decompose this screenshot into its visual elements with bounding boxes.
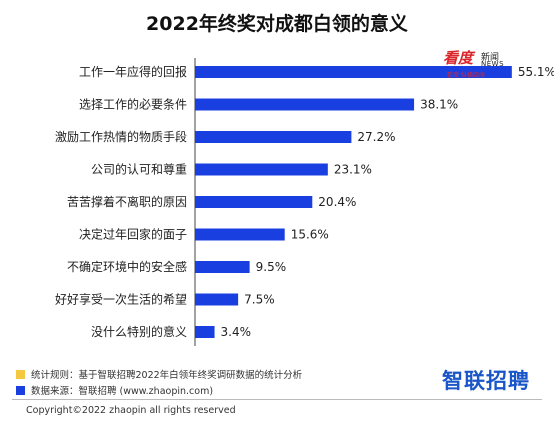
value-label: 38.1% [420, 98, 458, 112]
bar [195, 261, 250, 273]
bar [195, 293, 239, 306]
bar [195, 98, 415, 111]
category-label: 工作一年应得的回报 [79, 64, 187, 79]
value-label: 55.1% [518, 65, 554, 79]
watermark-main-text: 看度 [443, 49, 474, 67]
value-label: 20.4% [318, 195, 356, 209]
category-label: 决定过年回家的面子 [79, 227, 187, 242]
bar-chart: 工作一年应得的回报选择工作的必要条件激励工作热情的物质手段公司的认可和尊重苦苦撑… [55, 58, 554, 346]
category-label: 激励工作热情的物质手段 [55, 129, 187, 144]
value-label: 7.5% [244, 293, 275, 307]
yellow-square-icon [16, 369, 25, 379]
bar [195, 228, 285, 241]
category-label: 苦苦撑着不离职的原因 [67, 194, 187, 209]
note-source-text: 数据来源：智联招聘 (www.zhaopin.com) [31, 386, 214, 397]
chart-title: 2022年终奖对成都白领的意义 [146, 13, 408, 35]
bar [195, 66, 512, 78]
value-label: 15.6% [291, 228, 329, 242]
blue-square-icon [16, 385, 25, 395]
watermark-sub-text: 看度·纵横四海 [447, 72, 485, 79]
copyright-text: Copyright©2022 zhaopin all rights reserv… [26, 405, 236, 416]
note-statistics-rule: 统计规则：基于智联招聘2022年白领年终奖调研数据的统计分析 [16, 367, 302, 381]
category-label: 没什么特别的意义 [91, 324, 187, 339]
watermark-logo: 看度 新闻 NEWS 看度·纵横四海 [443, 47, 513, 79]
footer-divider [12, 399, 542, 400]
watermark-cn-text: 新闻 [481, 53, 500, 63]
value-label: 23.1% [334, 163, 372, 177]
note-data-source: 数据来源：智联招聘 (www.zhaopin.com) [16, 383, 213, 397]
watermark-en-text: NEWS [481, 60, 505, 68]
bar [195, 163, 328, 176]
bar [195, 326, 215, 338]
category-label: 不确定环境中的安全感 [67, 259, 187, 274]
category-label: 好好享受一次生活的希望 [55, 292, 187, 307]
category-label: 公司的认可和尊重 [91, 162, 187, 177]
value-label: 9.5% [256, 260, 287, 274]
note-rule-text: 统计规则：基于智联招聘2022年白领年终奖调研数据的统计分析 [31, 370, 303, 381]
category-label: 选择工作的必要条件 [79, 97, 187, 112]
zhaopin-logo: 智联招聘 [442, 369, 530, 393]
value-label: 3.4% [221, 325, 252, 339]
bar [195, 131, 352, 143]
bar [195, 196, 313, 208]
value-label: 27.2% [357, 130, 395, 144]
